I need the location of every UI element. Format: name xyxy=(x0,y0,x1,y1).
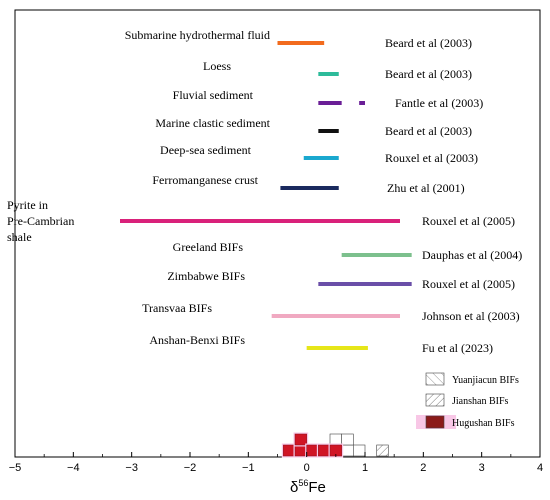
range-label: Anshan-Benxi BIFs xyxy=(149,333,245,347)
legend: Yuanjiacun BIFs Jianshan BIFs Hugushan BIF… xyxy=(416,372,519,429)
histogram-bar xyxy=(376,444,389,457)
range-label: Zimbabwe BIFs xyxy=(167,269,245,283)
histogram-bar xyxy=(294,433,307,446)
legend-swatch xyxy=(425,372,445,386)
x-tick-label: −2 xyxy=(184,462,197,474)
histogram-bar xyxy=(306,444,319,457)
x-tick-label: 0 xyxy=(304,462,310,474)
histogram-bar xyxy=(329,433,342,446)
histogram-bar xyxy=(341,444,354,457)
range-label: Greeland BIFs xyxy=(173,240,244,254)
range-label: Loess xyxy=(203,59,231,73)
range-label: Pyrite in xyxy=(7,198,48,212)
range-reference: Beard et al (2003) xyxy=(385,36,472,50)
x-tick-label: −4 xyxy=(67,462,80,474)
legend-swatch xyxy=(425,393,445,407)
histogram-bar xyxy=(294,444,307,457)
range-reference: Beard et al (2003) xyxy=(385,124,472,138)
histogram-bar xyxy=(283,444,296,457)
range-reference: Beard et al (2003) xyxy=(385,67,472,81)
x-tick-label: 1 xyxy=(362,462,368,474)
x-axis: −5 −4 −3 −2 −1 0 1 2 3 4 xyxy=(9,452,543,474)
x-axis-title-suffix: Fe xyxy=(308,479,326,496)
range-reference: Fu et al (2023) xyxy=(422,341,493,355)
range-label: Transvaa BIFs xyxy=(142,301,212,315)
legend-label: Hugushan BIFs xyxy=(452,418,515,429)
x-axis-title-prefix: δ xyxy=(290,479,298,496)
range-reference: Dauphas et al (2004) xyxy=(422,248,522,262)
histogram-bar xyxy=(341,433,354,446)
range-label: Deep-sea sediment xyxy=(160,143,252,157)
range-label: Fluvial sediment xyxy=(173,88,254,102)
x-tick-label: −3 xyxy=(125,462,138,474)
legend-swatch xyxy=(425,415,445,429)
range-label: shale xyxy=(7,230,32,244)
legend-label: Yuanjiacun BIFs xyxy=(452,375,519,386)
x-axis-title-sup: 56 xyxy=(298,478,308,488)
range-label: Ferromanganese crust xyxy=(152,173,258,187)
range-label: Submarine hydrothermal fluid xyxy=(125,28,270,42)
x-tick-label: 3 xyxy=(479,462,485,474)
x-axis-title: δ56Fe xyxy=(290,478,326,496)
range-reference: Johnson et al (2003) xyxy=(422,309,520,323)
x-tick-label: −5 xyxy=(9,462,22,474)
histogram-bar xyxy=(353,444,366,457)
histogram-layer xyxy=(281,432,389,458)
range-reference: Rouxel et al (2003) xyxy=(385,151,478,165)
range-reference: Zhu et al (2001) xyxy=(387,181,465,195)
histogram-bar xyxy=(318,444,331,457)
x-tick-label: 2 xyxy=(420,462,426,474)
range-reference: Rouxel et al (2005) xyxy=(422,277,515,291)
legend-label: Jianshan BIFs xyxy=(452,396,509,407)
x-tick-label: 4 xyxy=(537,462,543,474)
range-bars-layer: Submarine hydrothermal fluid Beard et al … xyxy=(7,28,522,355)
range-reference: Fantle et al (2003) xyxy=(395,96,483,110)
range-label: Pre-Cambrian xyxy=(7,214,74,228)
range-reference: Rouxel et al (2005) xyxy=(422,214,515,228)
x-tick-label: −1 xyxy=(242,462,255,474)
range-label: Marine clastic sediment xyxy=(155,116,270,130)
